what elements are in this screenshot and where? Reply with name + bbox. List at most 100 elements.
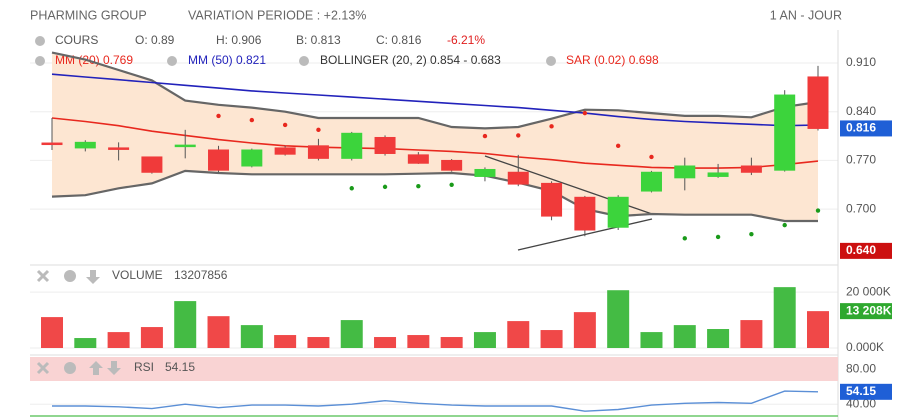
sar-dot	[282, 122, 288, 128]
panel-value: 54.15	[165, 360, 195, 374]
rsi-zone	[30, 357, 838, 381]
volume-bar	[640, 332, 663, 348]
candle-body	[441, 159, 463, 171]
arrow-icon[interactable]	[89, 361, 103, 375]
candle-body	[640, 171, 662, 192]
sar-dot	[482, 133, 488, 139]
candle-body	[208, 149, 230, 171]
sar-dot	[682, 236, 687, 241]
candle-body	[341, 132, 363, 159]
gear-icon[interactable]	[546, 56, 556, 66]
volume-bar	[107, 332, 130, 348]
legend-entry[interactable]: BOLLINGER (20, 2) 0.854 - 0.683	[320, 53, 501, 67]
volume-bar	[340, 320, 363, 348]
volume-bar	[473, 332, 496, 348]
sar-dot	[582, 110, 588, 116]
sar-dot	[649, 154, 654, 160]
panel-title: VOLUME	[112, 268, 163, 282]
legend-entry[interactable]: SAR (0.02) 0.698	[566, 53, 659, 67]
candle-body	[607, 196, 629, 228]
y-tick-label: 20 000K	[846, 284, 891, 298]
candle-body	[507, 171, 529, 185]
candle-body	[474, 168, 496, 177]
y-tick-label: 0.910	[846, 55, 876, 69]
value-badge-label: 0.640	[846, 243, 876, 257]
sar-dot	[249, 117, 255, 123]
close-icon[interactable]	[36, 269, 50, 283]
legend-entry[interactable]: MM (50) 0.821	[188, 53, 266, 67]
candle-body	[108, 147, 130, 150]
gear-icon[interactable]	[35, 36, 45, 46]
gear-icon[interactable]	[299, 56, 309, 66]
candle-body	[407, 154, 429, 164]
change: -6.21%	[447, 33, 485, 47]
volume-bar	[507, 321, 530, 348]
arrow-icon[interactable]	[107, 361, 121, 375]
rsi-line	[52, 390, 819, 412]
value-badge	[840, 242, 892, 259]
candle-body	[740, 165, 762, 173]
y-tick-label: 0.000K	[846, 340, 884, 354]
volume-bar	[607, 290, 630, 348]
volume-bar	[807, 311, 829, 348]
gear-icon[interactable]	[64, 362, 76, 374]
gear-icon[interactable]	[64, 270, 76, 282]
value-badge	[840, 303, 892, 320]
gear-icon[interactable]	[35, 56, 45, 66]
value-badge-label: 13 208K	[846, 303, 892, 317]
close-icon[interactable]	[36, 361, 50, 375]
stat: O: 0.89	[135, 33, 175, 47]
sar-dot	[449, 182, 454, 187]
candle-body	[274, 147, 296, 155]
stat: C: 0.816	[376, 33, 422, 47]
candle-body	[707, 172, 729, 177]
volume-bar	[740, 320, 763, 348]
arrow-icon[interactable]	[86, 270, 100, 284]
sar-dot	[782, 222, 787, 228]
sar-dot	[349, 186, 354, 191]
gear-icon[interactable]	[167, 56, 177, 66]
sar-dot	[416, 183, 421, 189]
volume-bar	[74, 338, 97, 348]
candle-body	[674, 165, 696, 179]
bollinger-lower	[51, 169, 818, 223]
volume-bar	[274, 335, 297, 348]
sar-dot	[815, 208, 821, 213]
candle-body	[41, 142, 63, 146]
y-tick-label: 40.00	[846, 396, 876, 410]
moving-average	[51, 73, 819, 127]
variation: VARIATION PERIODE : +2.13%	[188, 8, 366, 22]
sar-dot	[715, 234, 721, 240]
instrument-title: PHARMING GROUP	[30, 8, 147, 22]
candle-body	[807, 76, 829, 129]
volume-bar	[407, 335, 430, 348]
volume-bar	[440, 337, 463, 348]
sar-dot	[615, 143, 621, 149]
volume-bar	[540, 330, 563, 348]
value-badge	[840, 383, 892, 400]
volume-bar	[41, 317, 63, 348]
candle-body	[541, 182, 563, 217]
volume-bar	[374, 337, 397, 348]
panel-title: RSI	[134, 360, 154, 374]
sar-dot	[516, 133, 521, 138]
volume-bar	[240, 325, 263, 348]
volume-bar	[307, 337, 330, 348]
volume-bar	[174, 301, 197, 348]
volume-bar	[207, 316, 230, 348]
candle-body	[307, 145, 329, 159]
sar-dot	[549, 124, 554, 129]
y-tick-label: 80.00	[846, 361, 876, 375]
value-badge-label: 54.15	[846, 384, 876, 398]
volume-bar	[140, 327, 163, 348]
volume-bar	[573, 312, 596, 348]
candle-body	[74, 141, 96, 149]
candle-body	[141, 156, 163, 173]
sar-dot	[382, 184, 388, 190]
panel-value: 13207856	[174, 268, 228, 282]
period[interactable]: 1 AN - JOUR	[770, 8, 842, 22]
sar-dot	[316, 127, 321, 133]
stat: H: 0.906	[216, 33, 262, 47]
band-fill	[52, 52, 818, 221]
